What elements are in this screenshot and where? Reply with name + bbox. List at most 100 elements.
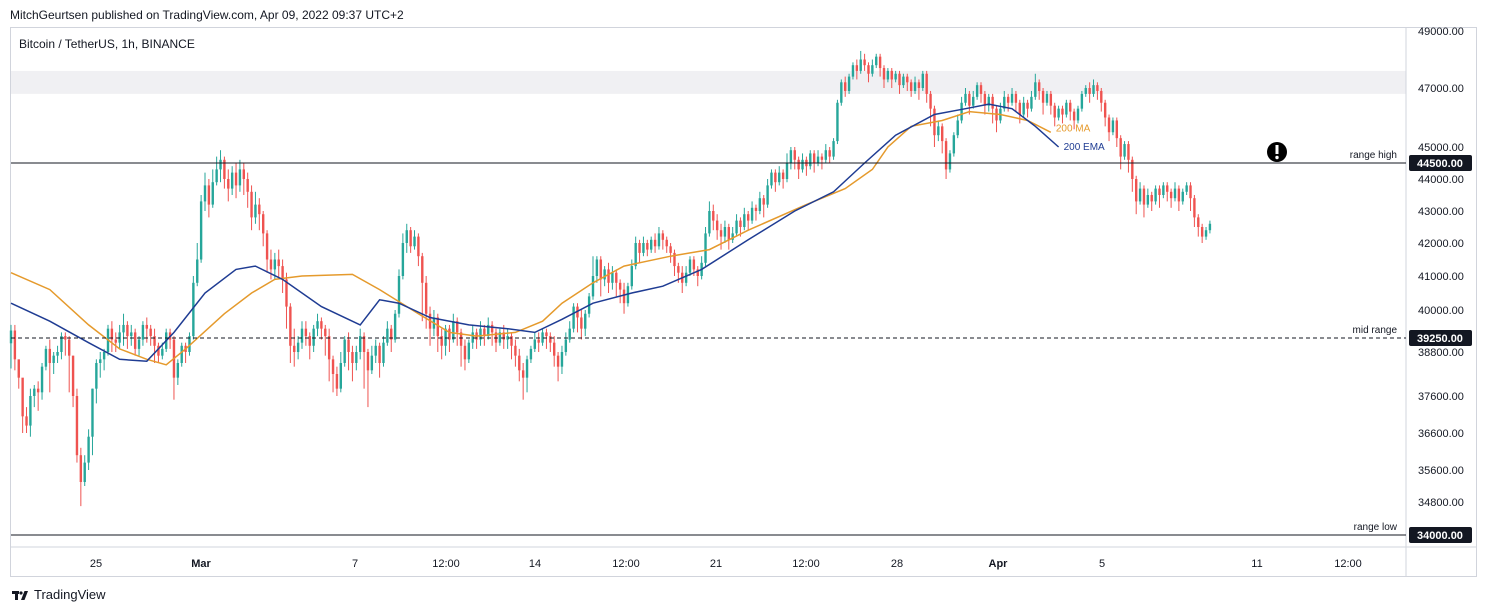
x-tick-label: 12:00 xyxy=(792,558,820,570)
candle-down xyxy=(917,82,921,88)
candle-up xyxy=(44,348,48,367)
candle-down xyxy=(797,159,800,170)
candle-up xyxy=(180,345,183,363)
candle-down xyxy=(157,345,160,356)
candle-down xyxy=(727,227,730,240)
publisher-header: MitchGeurtsen published on TradingView.c… xyxy=(10,8,404,22)
candle-up xyxy=(401,243,405,276)
candle-down xyxy=(739,220,742,227)
x-tick-label: 5 xyxy=(1099,558,1105,570)
candle-down xyxy=(820,156,824,160)
candle-down xyxy=(1115,120,1118,139)
candle-down xyxy=(145,324,148,329)
candle-down xyxy=(17,359,20,378)
candle-down xyxy=(537,339,540,343)
candle-up xyxy=(816,156,820,163)
candle-down xyxy=(351,352,354,363)
candle-down xyxy=(289,306,292,346)
candle-up xyxy=(541,332,544,343)
candle-down xyxy=(463,345,467,360)
candle-up xyxy=(824,150,827,160)
candle-down xyxy=(1177,188,1181,202)
candle-down xyxy=(669,246,672,253)
candle-up xyxy=(196,259,199,283)
x-tick-label: 25 xyxy=(90,558,102,570)
candle-down xyxy=(545,332,548,337)
candle-up xyxy=(960,102,963,121)
candle-up xyxy=(370,355,374,371)
candle-up xyxy=(564,339,568,352)
candle-down xyxy=(48,348,51,363)
candle-down xyxy=(863,59,866,66)
candle-down xyxy=(812,153,816,163)
candle-up xyxy=(343,339,346,363)
candle-down xyxy=(1069,102,1072,112)
candle-down xyxy=(615,272,618,283)
candle-down xyxy=(1131,159,1134,179)
candle-up xyxy=(215,169,218,183)
candle-up xyxy=(708,211,711,234)
candle-down xyxy=(362,336,366,352)
candle-up xyxy=(560,352,564,367)
candle-up xyxy=(836,102,839,142)
candle-up xyxy=(374,345,377,356)
level-label-2: range low xyxy=(1354,522,1398,533)
candle-down xyxy=(246,179,249,192)
price-tag-1 xyxy=(1409,330,1472,346)
candle-up xyxy=(603,269,606,280)
candle-down xyxy=(502,332,505,340)
candle-down xyxy=(1088,88,1091,94)
candle-down xyxy=(1100,90,1103,103)
candle-down xyxy=(878,56,882,69)
candle-down xyxy=(320,321,323,329)
candle-up xyxy=(33,388,36,396)
x-tick-label: 28 xyxy=(891,558,903,570)
candle-up xyxy=(405,230,408,243)
candle-up xyxy=(56,352,59,356)
candle-up xyxy=(611,272,614,283)
candle-down xyxy=(308,336,311,346)
candle-down xyxy=(149,328,152,337)
candle-up xyxy=(894,73,897,80)
candle-up xyxy=(1057,108,1060,118)
footer-brand[interactable]: TradingView xyxy=(12,587,106,602)
y-tick-label: 49000.00 xyxy=(1418,26,1464,38)
candle-down xyxy=(774,172,777,183)
brand-label: TradingView xyxy=(34,587,106,602)
candle-down xyxy=(277,259,280,267)
candle-down xyxy=(227,179,230,189)
candle-up xyxy=(731,233,734,240)
candle-down xyxy=(153,336,156,346)
candle-down xyxy=(114,339,117,343)
candle-up xyxy=(937,126,940,136)
candle-down xyxy=(692,259,696,270)
ma-200-label: 200 MA xyxy=(1056,123,1091,134)
candle-up xyxy=(758,198,762,211)
candle-up xyxy=(913,82,917,91)
candle-up xyxy=(1076,108,1080,121)
candle-up xyxy=(300,328,304,343)
candle-down xyxy=(855,65,859,71)
candle-down xyxy=(646,243,649,250)
candle-up xyxy=(789,150,793,163)
candle-up xyxy=(339,363,342,389)
candle-up xyxy=(568,328,571,340)
candle-down xyxy=(490,324,494,333)
candle-up xyxy=(382,342,385,363)
candle-up xyxy=(1084,88,1087,94)
candle-down xyxy=(882,68,886,80)
candle-up xyxy=(355,352,358,363)
candle-up xyxy=(1065,102,1068,115)
candle-up xyxy=(188,336,191,352)
x-tick-label: 12:00 xyxy=(1334,558,1362,570)
candle-up xyxy=(832,141,835,157)
candle-down xyxy=(335,374,339,389)
candle-down xyxy=(436,317,439,337)
y-tick-label: 45000.00 xyxy=(1418,142,1464,154)
ma-200-line xyxy=(10,110,1052,366)
candle-down xyxy=(409,230,412,247)
candle-up xyxy=(801,159,804,170)
candle-down xyxy=(390,328,393,340)
alert-icon-dot xyxy=(1275,155,1279,160)
